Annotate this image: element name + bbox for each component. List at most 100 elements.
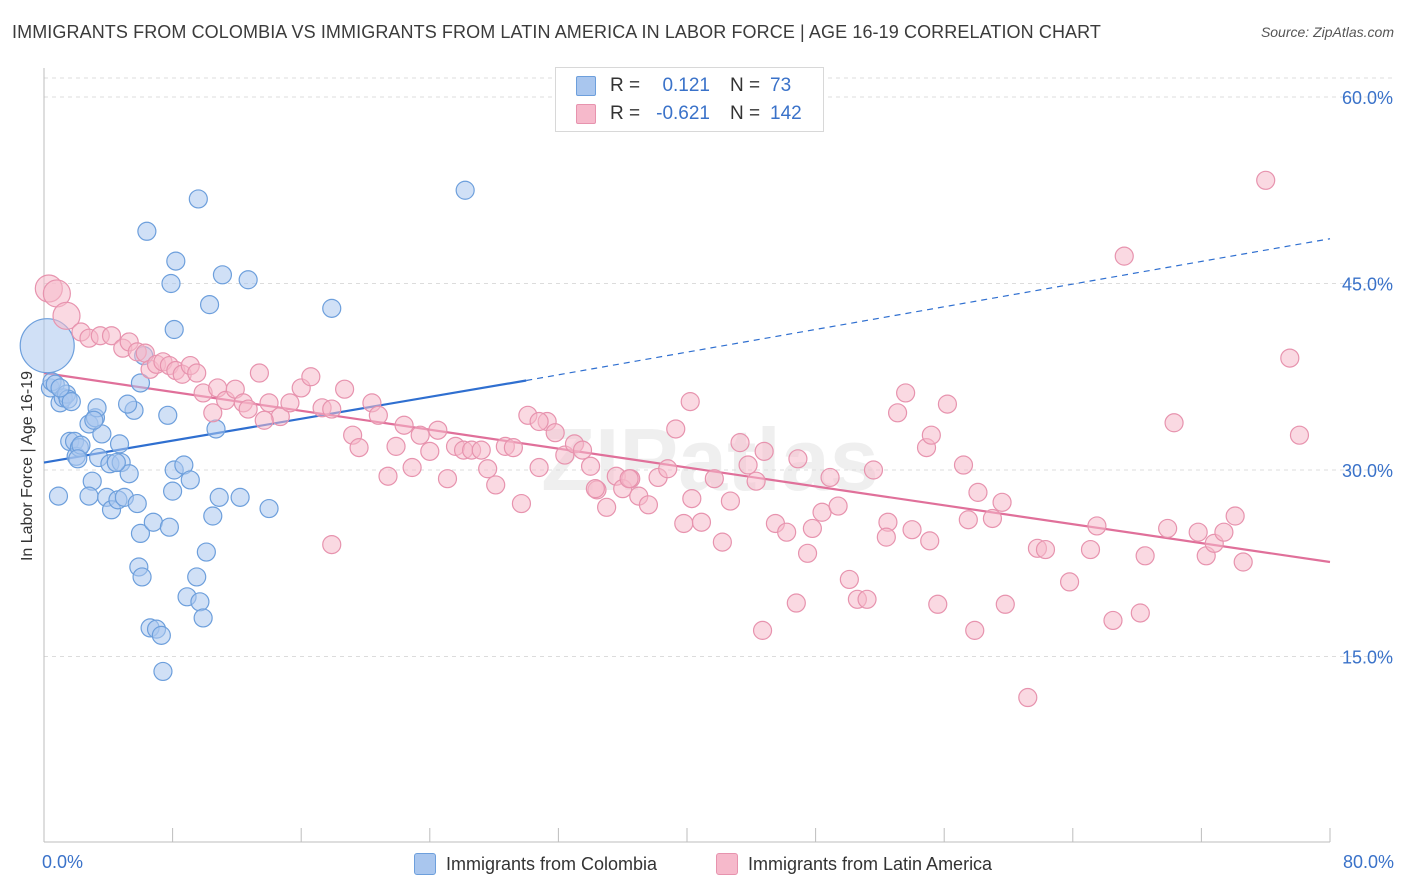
point-latin-america [712, 532, 732, 552]
point-latin-america [777, 522, 797, 542]
point-latin-america [1164, 413, 1184, 433]
point-latin-america [471, 440, 491, 460]
point-latin-america [828, 496, 848, 516]
point-latin-america [797, 543, 818, 563]
point-colombia [119, 464, 139, 484]
point-latin-america [572, 440, 593, 460]
data-points [19, 170, 1310, 708]
point-latin-america [704, 469, 724, 489]
trend-line-colombia-extension [526, 238, 1331, 382]
point-latin-america [928, 594, 948, 614]
point-latin-america [545, 423, 565, 443]
bottom-legend-label-latin-america: Immigrants from Latin America [748, 853, 993, 874]
point-latin-america [335, 379, 355, 399]
bottom-legend-swatch-latin-america [716, 853, 738, 875]
point-colombia [79, 486, 99, 506]
point-colombia [117, 394, 138, 414]
point-colombia [190, 592, 210, 612]
point-latin-america [691, 512, 712, 532]
point-latin-america [349, 438, 369, 458]
point-latin-america [863, 460, 884, 480]
point-latin-america [1080, 539, 1101, 560]
legend-n-value: 73 [770, 75, 792, 96]
point-latin-america [428, 420, 448, 440]
point-latin-america [580, 456, 601, 476]
point-latin-america [658, 459, 678, 479]
point-latin-america [820, 467, 840, 488]
point-colombia [68, 449, 88, 469]
point-colombia [137, 221, 157, 241]
chart-title: IMMIGRANTS FROM COLOMBIA VS IMMIGRANTS F… [12, 22, 1102, 42]
point-colombia [188, 189, 208, 209]
bottom-legend-latin-america: Immigrants from Latin America [716, 851, 992, 877]
point-latin-america [203, 403, 223, 423]
point-colombia [166, 251, 186, 271]
point-latin-america [746, 471, 766, 491]
point-colombia [180, 470, 200, 490]
point-latin-america [378, 466, 398, 486]
point-latin-america [503, 438, 523, 458]
point-colombia [230, 487, 250, 507]
point-latin-america [187, 363, 207, 383]
point-colombia [238, 270, 258, 290]
y-tick-label: 15.0% [1342, 648, 1393, 668]
point-latin-america [754, 441, 774, 461]
point-latin-america [259, 393, 279, 413]
bottom-legend-colombia: Immigrants from Colombia [414, 851, 657, 877]
point-colombia [209, 487, 229, 507]
point-latin-america [437, 469, 458, 489]
point-latin-america [478, 459, 498, 479]
point-colombia [259, 498, 279, 519]
point-latin-america [619, 469, 639, 489]
legend-n-label: N = [730, 75, 761, 96]
point-colombia [164, 319, 184, 340]
point-latin-america [1130, 603, 1150, 623]
legend-n-value: 142 [770, 103, 802, 124]
point-latin-america [322, 534, 342, 555]
point-colombia [50, 378, 70, 398]
x-tick-label-max: 80.0% [1342, 852, 1394, 872]
point-latin-america [1103, 610, 1123, 631]
point-latin-america [680, 392, 700, 412]
y-tick-labels: 15.0% 30.0% 45.0% 60.0% [1342, 88, 1393, 668]
point-latin-america [666, 419, 686, 439]
point-latin-america [410, 425, 430, 445]
point-latin-america [958, 510, 978, 530]
point-latin-america [52, 301, 81, 330]
axes [43, 68, 1331, 843]
point-latin-america [682, 488, 702, 509]
point-latin-america [394, 415, 414, 435]
legend-row-latin-america: R = -0.621 N = 142 [576, 102, 802, 126]
legend-r-value: -0.621 [656, 103, 710, 124]
point-colombia [130, 373, 151, 393]
point-colombia [158, 405, 178, 425]
point-latin-america [730, 433, 750, 453]
y-tick-label: 60.0% [1342, 88, 1393, 108]
point-latin-america [720, 491, 741, 511]
point-latin-america [786, 593, 806, 613]
point-latin-america [937, 394, 958, 414]
point-latin-america [995, 594, 1015, 614]
point-colombia [161, 273, 181, 294]
point-latin-america [511, 493, 532, 514]
point-latin-america [386, 436, 406, 456]
point-colombia [206, 419, 226, 439]
point-latin-america [920, 531, 940, 551]
point-latin-america [839, 569, 859, 590]
legend-swatch-latin-america [576, 104, 596, 124]
point-latin-america [1225, 506, 1245, 526]
point-colombia [130, 523, 151, 544]
grid-lines [44, 77, 1392, 657]
point-latin-america [887, 403, 908, 423]
legend-row-colombia: R = 0.121 N = 73 [576, 74, 791, 98]
point-colombia [19, 318, 75, 374]
point-latin-america [1114, 246, 1134, 266]
point-colombia [143, 512, 163, 532]
point-latin-america [812, 502, 832, 522]
point-latin-america [420, 441, 440, 461]
point-latin-america [752, 620, 773, 640]
point-colombia [187, 567, 207, 587]
point-latin-america [101, 326, 122, 346]
point-latin-america [1158, 518, 1178, 539]
point-latin-america [638, 495, 659, 515]
